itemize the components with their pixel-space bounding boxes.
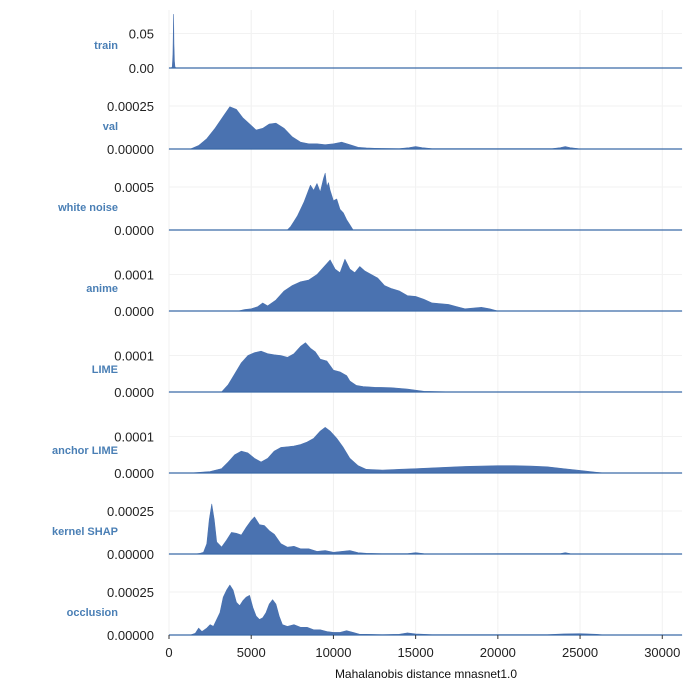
density-area <box>168 503 683 555</box>
row-label: kernel SHAP <box>52 526 118 538</box>
ridge-row-7: 0.00000 0.00025 occlusion <box>67 584 683 643</box>
row-label: val <box>103 121 118 133</box>
x-axis: 0 5000 10000 15000 20000 25000 30000 <box>165 635 680 660</box>
density-area <box>168 584 683 636</box>
ridge-row-6: 0.00000 0.00025 kernel SHAP <box>52 503 683 562</box>
y-tick-label: 0.0000 <box>114 466 154 481</box>
y-tick-label: 0.0000 <box>114 385 154 400</box>
y-tick-label: 0.0000 <box>114 223 154 238</box>
y-tick-label: 0.0001 <box>114 430 154 445</box>
y-tick-label: 0.0000 <box>114 304 154 319</box>
x-tick-label: 25000 <box>562 645 598 660</box>
ridge-row-2: 0.0000 0.0005 white noise <box>57 172 683 238</box>
y-tick-label: 0.05 <box>129 27 154 42</box>
density-area <box>168 427 683 474</box>
density-area <box>168 13 683 69</box>
x-tick-label: 20000 <box>480 645 516 660</box>
density-area <box>168 106 683 150</box>
y-tick-label: 0.00025 <box>107 504 154 519</box>
y-tick-label: 0.00000 <box>107 628 154 643</box>
y-tick-label: 0.0001 <box>114 349 154 364</box>
row-label: white noise <box>57 202 118 214</box>
y-tick-label: 0.00025 <box>107 99 154 114</box>
y-tick-label: 0.00000 <box>107 142 154 157</box>
ridge-row-1: 0.00000 0.00025 val <box>103 99 683 157</box>
row-label: train <box>94 40 118 52</box>
ridge-row-0: 0.00 0.05 train <box>94 13 683 76</box>
density-area <box>168 172 683 231</box>
y-tick-label: 0.0001 <box>114 268 154 283</box>
density-area <box>168 258 683 312</box>
row-label: anime <box>86 283 118 295</box>
x-tick-label: 15000 <box>398 645 434 660</box>
y-tick-label: 0.00000 <box>107 547 154 562</box>
row-label: LIME <box>92 364 118 376</box>
row-label: anchor LIME <box>52 445 118 457</box>
grid-layer <box>168 10 663 635</box>
density-area <box>168 342 683 393</box>
row-label: occlusion <box>67 607 119 619</box>
y-tick-label: 0.0005 <box>114 180 154 195</box>
ridge-rows: 0.000.05train0.000000.00025val0.00000.00… <box>52 13 683 643</box>
x-tick-label: 30000 <box>644 645 680 660</box>
x-tick-label: 5000 <box>237 645 266 660</box>
x-tick-label: 0 <box>165 645 172 660</box>
y-tick-label: 0.00025 <box>107 585 154 600</box>
x-axis-label: Mahalanobis distance mnasnet1.0 <box>335 667 517 681</box>
x-tick-label: 10000 <box>315 645 351 660</box>
y-tick-label: 0.00 <box>129 61 154 76</box>
